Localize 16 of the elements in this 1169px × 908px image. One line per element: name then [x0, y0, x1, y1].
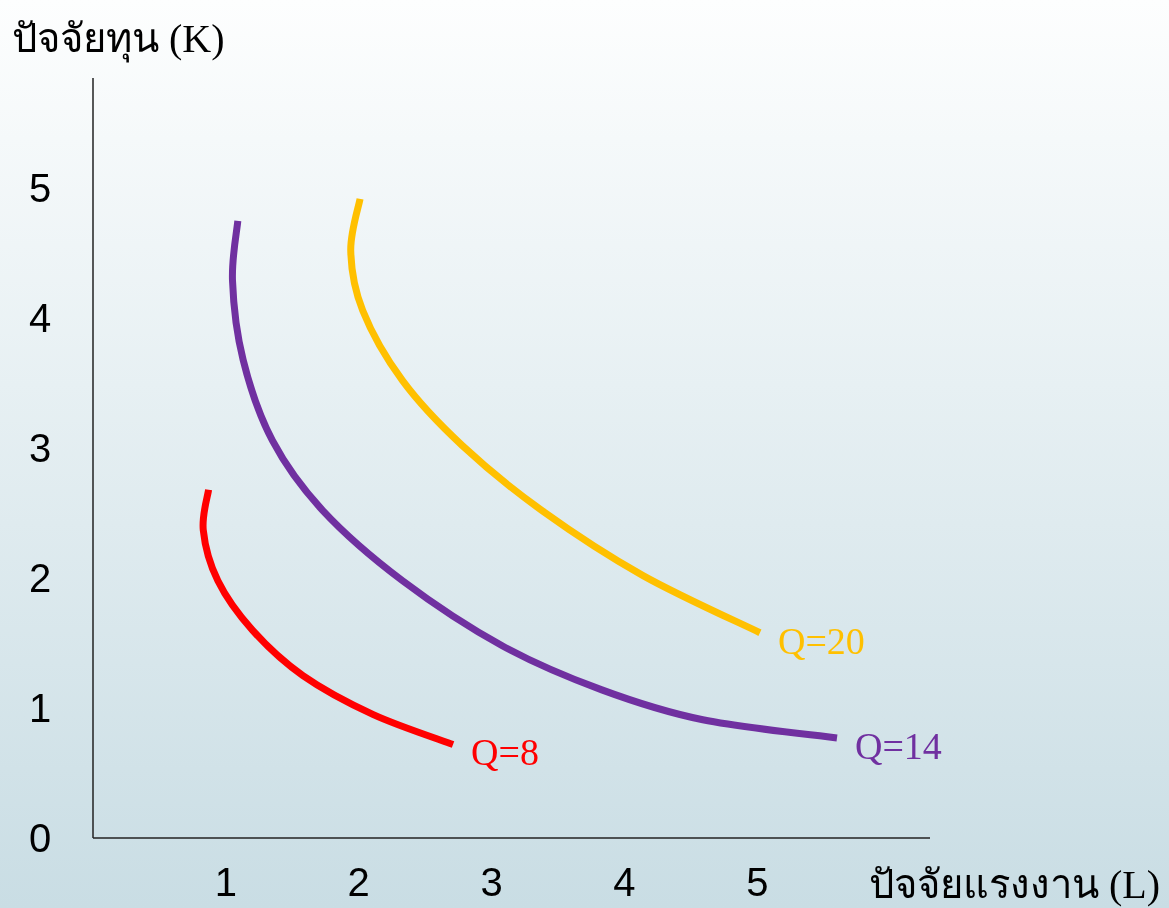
- series-label: Q=8: [471, 731, 539, 774]
- x-tick-label: 2: [347, 860, 370, 904]
- x-tick-label: 5: [746, 860, 769, 904]
- y-tick-label: 4: [28, 296, 52, 341]
- x-tick-label: 1: [214, 860, 237, 904]
- y-tick-label: 2: [28, 556, 52, 601]
- series-label: Q=20: [777, 619, 865, 662]
- series-label: Q=14: [855, 724, 942, 767]
- y-tick-label: 3: [28, 426, 52, 471]
- x-tick-label: 4: [613, 860, 636, 904]
- y-tick-label: 5: [28, 166, 52, 211]
- y-tick-label: 1: [28, 686, 52, 731]
- x-tick-label: 3: [480, 860, 503, 904]
- y-tick-label: 0: [28, 816, 52, 860]
- y-axis-title: ปัจจัยทุน (K): [12, 15, 225, 63]
- x-axis-title: ปัจจัยแรงงาน (L): [868, 861, 1160, 907]
